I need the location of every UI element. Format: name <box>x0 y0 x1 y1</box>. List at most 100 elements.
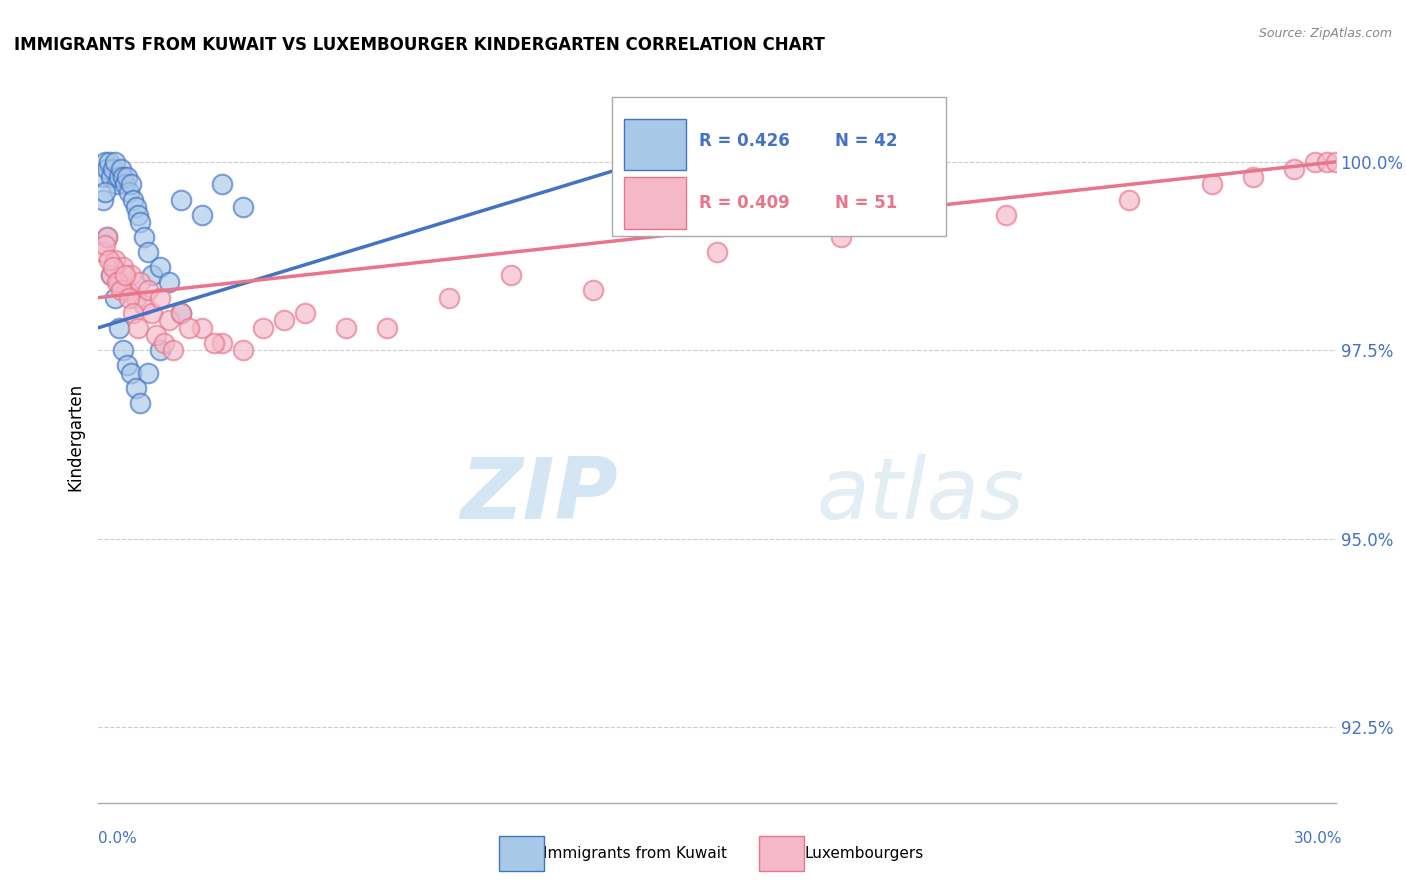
Point <box>105 276 128 290</box>
Point <box>108 320 131 334</box>
Point <box>1201 178 1223 192</box>
Point <box>211 178 233 192</box>
Text: 30.0%: 30.0% <box>1295 831 1343 846</box>
Point <box>124 291 146 305</box>
Point <box>100 268 122 282</box>
Point <box>136 245 159 260</box>
Point <box>117 283 139 297</box>
Point <box>211 335 233 350</box>
Point <box>232 343 254 358</box>
Point <box>127 208 149 222</box>
Point <box>830 230 852 244</box>
Point <box>706 245 728 260</box>
Text: N = 42: N = 42 <box>835 132 897 150</box>
Point <box>122 306 145 320</box>
Point <box>93 185 115 199</box>
Point <box>97 252 120 267</box>
Point <box>1324 154 1347 169</box>
Point <box>153 335 176 350</box>
Point <box>91 245 114 260</box>
Point <box>108 276 131 290</box>
Point <box>1118 193 1140 207</box>
FancyBboxPatch shape <box>612 97 946 235</box>
Text: 0.0%: 0.0% <box>98 831 138 846</box>
Y-axis label: Kindergarten: Kindergarten <box>66 383 84 491</box>
Text: atlas: atlas <box>815 454 1024 537</box>
Point <box>100 169 122 184</box>
Point <box>91 193 114 207</box>
Text: Source: ZipAtlas.com: Source: ZipAtlas.com <box>1258 27 1392 40</box>
Point <box>232 200 254 214</box>
Point <box>170 306 193 320</box>
Point <box>145 328 167 343</box>
Point <box>112 343 135 358</box>
Point <box>108 169 131 184</box>
Point <box>149 343 172 358</box>
Point <box>122 193 145 207</box>
Point <box>118 185 141 199</box>
Point <box>994 208 1017 222</box>
Point <box>128 396 150 410</box>
Point <box>1241 169 1264 184</box>
Point <box>104 291 127 305</box>
Point <box>582 283 605 297</box>
Point <box>104 252 127 267</box>
Point <box>170 193 193 207</box>
Point <box>91 169 114 184</box>
Point <box>117 359 139 373</box>
Point <box>157 276 180 290</box>
Point <box>120 268 142 282</box>
Text: N = 51: N = 51 <box>835 194 897 212</box>
Point <box>335 320 357 334</box>
Point <box>162 343 184 358</box>
Point <box>141 306 163 320</box>
Point <box>149 291 172 305</box>
Point <box>136 283 159 297</box>
Point <box>375 320 398 334</box>
Text: Luxembourgers: Luxembourgers <box>804 847 924 861</box>
Point <box>136 366 159 380</box>
Point <box>128 215 150 229</box>
Point <box>110 283 132 297</box>
Point <box>96 230 118 244</box>
Point <box>104 154 127 169</box>
Point <box>127 320 149 334</box>
Point <box>105 178 128 192</box>
Point <box>132 298 155 312</box>
Point <box>294 306 316 320</box>
Text: R = 0.426: R = 0.426 <box>699 132 789 150</box>
Text: Immigrants from Kuwait: Immigrants from Kuwait <box>543 847 727 861</box>
Point <box>112 169 135 184</box>
Text: ZIP: ZIP <box>460 454 619 537</box>
Point <box>128 276 150 290</box>
Text: IMMIGRANTS FROM KUWAIT VS LUXEMBOURGER KINDERGARTEN CORRELATION CHART: IMMIGRANTS FROM KUWAIT VS LUXEMBOURGER K… <box>14 36 825 54</box>
Point <box>124 200 146 214</box>
Point <box>124 381 146 395</box>
Point <box>252 320 274 334</box>
Text: R = 0.409: R = 0.409 <box>699 194 789 212</box>
Point <box>499 268 522 282</box>
Point <box>141 268 163 282</box>
Point <box>114 268 136 282</box>
Point <box>96 162 118 177</box>
Point <box>120 366 142 380</box>
Point <box>190 208 212 222</box>
Point <box>132 230 155 244</box>
Point <box>96 230 118 244</box>
FancyBboxPatch shape <box>624 178 686 228</box>
Point <box>110 162 132 177</box>
Point <box>157 313 180 327</box>
Point <box>120 178 142 192</box>
Point <box>97 154 120 169</box>
Point <box>117 169 139 184</box>
Point <box>190 320 212 334</box>
Point <box>273 313 295 327</box>
Point <box>93 237 115 252</box>
Point <box>112 260 135 275</box>
Point <box>170 306 193 320</box>
Point <box>114 178 136 192</box>
FancyBboxPatch shape <box>624 119 686 170</box>
Point <box>1303 154 1326 169</box>
Point <box>118 291 141 305</box>
Point <box>100 268 122 282</box>
